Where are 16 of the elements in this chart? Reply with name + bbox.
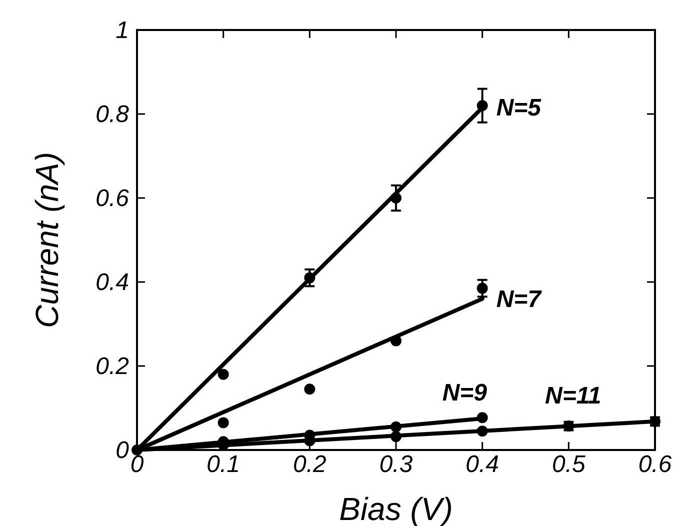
y-tick-label: 0.8 xyxy=(96,101,130,128)
x-tick-label: 0.1 xyxy=(206,451,240,478)
x-tick-label: 0.4 xyxy=(466,451,500,478)
series-label: N=11 xyxy=(545,382,602,410)
x-tick-label: 0.2 xyxy=(292,451,326,478)
x-tick-label: 0.6 xyxy=(638,451,672,478)
y-tick-label: 0.4 xyxy=(96,269,129,296)
series-label: N=5 xyxy=(496,94,542,122)
series-label: N=9 xyxy=(442,380,488,406)
x-tick-label: 0.5 xyxy=(552,451,586,478)
y-tick-label: 0.6 xyxy=(96,185,130,212)
series-label: N=7 xyxy=(496,286,543,313)
x-tick-label: 0.3 xyxy=(379,451,414,478)
y-axis-title: Current (nA) xyxy=(29,152,65,328)
y-tick-label: 0.2 xyxy=(96,353,129,380)
y-tick-label: 1 xyxy=(116,17,129,44)
